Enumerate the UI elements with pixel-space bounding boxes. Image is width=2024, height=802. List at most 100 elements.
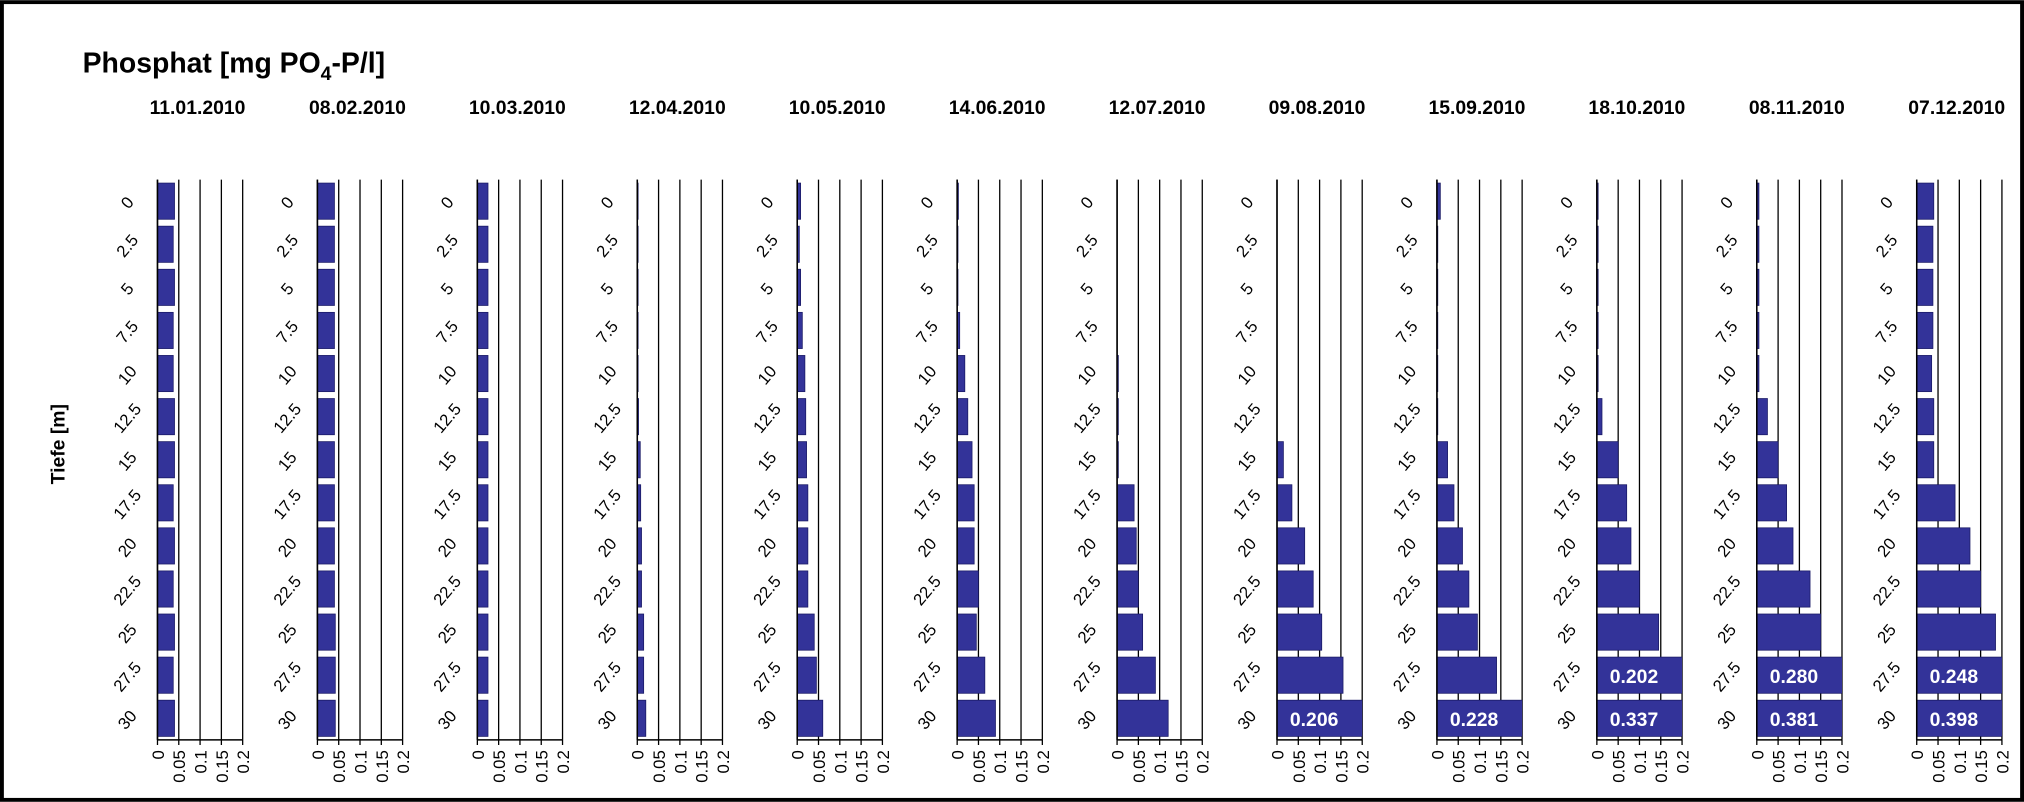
bar [637,441,641,479]
value-label: 0.248 [1930,666,1979,688]
x-tick-label: 0.15 [1972,750,1991,783]
bar [797,355,806,393]
bar [317,398,335,436]
x-tick-label: 0.2 [714,750,733,773]
bar [157,355,174,393]
bars [477,182,489,737]
bar [1756,570,1811,608]
x-tick-label: 0.15 [1012,750,1031,783]
bar [1436,699,1523,737]
x-tick-label: 0.2 [234,750,253,773]
x-tick-label: 0 [1588,750,1607,759]
bar [1436,570,1470,608]
bar [1756,613,1822,651]
bar [1277,527,1306,565]
bar [637,484,642,522]
x-tick-label: 0.2 [1833,750,1852,773]
bar [317,613,336,651]
x-tick-label: 0.15 [1332,750,1351,783]
panel-title: 08.11.2010 [1749,97,1845,119]
bar [1596,656,1683,694]
bar [157,182,175,220]
bar [1117,613,1144,651]
bar [477,182,489,220]
x-tick-label: 0 [1268,750,1287,759]
panel-title: 12.04.2010 [629,97,726,119]
bar [1596,699,1683,737]
panel-title: 11.01.2010 [150,97,246,119]
bar [157,398,175,436]
x-tick-label: 0.1 [351,750,370,773]
bar [1756,311,1760,349]
bar [157,527,175,565]
bar [957,613,977,651]
title-part: -P/l] [331,47,385,79]
bar [317,484,335,522]
bar [1596,441,1619,479]
bar [1916,484,1956,522]
bar [1436,441,1448,479]
x-tick-label: 0.1 [511,750,530,773]
bar [1277,656,1344,694]
bar [1117,656,1156,694]
y-axis-label: Tiefe [m] [48,404,70,484]
bar [797,613,815,651]
x-tick-label: 0.2 [394,750,413,773]
bar [1916,398,1935,436]
bar [1436,613,1478,651]
bar [317,355,335,393]
x-tick-label: 0.15 [853,750,872,783]
x-tick-label: 0.05 [170,750,189,783]
bar [1117,484,1135,522]
x-tick-label: 0 [949,750,968,759]
x-tick-label: 0.05 [1770,750,1789,783]
value-label: 0.202 [1610,666,1658,688]
bar [797,441,807,479]
panel-title: 14.06.2010 [949,97,1046,119]
bar [1916,441,1935,479]
bar [1756,484,1788,522]
x-tick-label: 0.2 [1674,750,1693,773]
bar [1596,613,1660,651]
bars [1436,182,1523,737]
bar [1756,656,1842,694]
bar [637,656,645,694]
bar [1117,570,1139,608]
bar [1916,355,1933,393]
bar [957,570,979,608]
value-label: 0.206 [1290,709,1339,731]
bar [1277,484,1293,522]
panel-title: 18.10.2010 [1588,97,1685,119]
bar [637,527,642,565]
x-tick-label: 0.1 [1951,750,1970,773]
bar [1117,699,1169,737]
x-tick-label: 0.05 [1130,750,1149,783]
panel-title: 10.03.2010 [469,97,566,119]
x-tick-label: 0.1 [1471,750,1490,773]
x-tick-label: 0.2 [1514,750,1533,773]
bar [797,570,809,608]
value-label: 0.228 [1450,709,1499,731]
bar [1596,527,1632,565]
bar [1436,656,1497,694]
bar [957,656,986,694]
bar [157,656,174,694]
x-tick-label: 0 [469,750,488,759]
panel-title: 15.09.2010 [1428,97,1525,119]
x-tick-label: 0.15 [213,750,232,783]
x-tick-label: 0.05 [490,750,509,783]
bar [1596,398,1603,436]
bar [157,484,174,522]
bar [957,441,973,479]
x-tick-label: 0.05 [1450,750,1469,783]
x-tick-label: 0.15 [1172,750,1191,783]
x-tick-label: 0.05 [970,750,989,783]
bar [957,311,961,349]
bar [477,570,489,608]
